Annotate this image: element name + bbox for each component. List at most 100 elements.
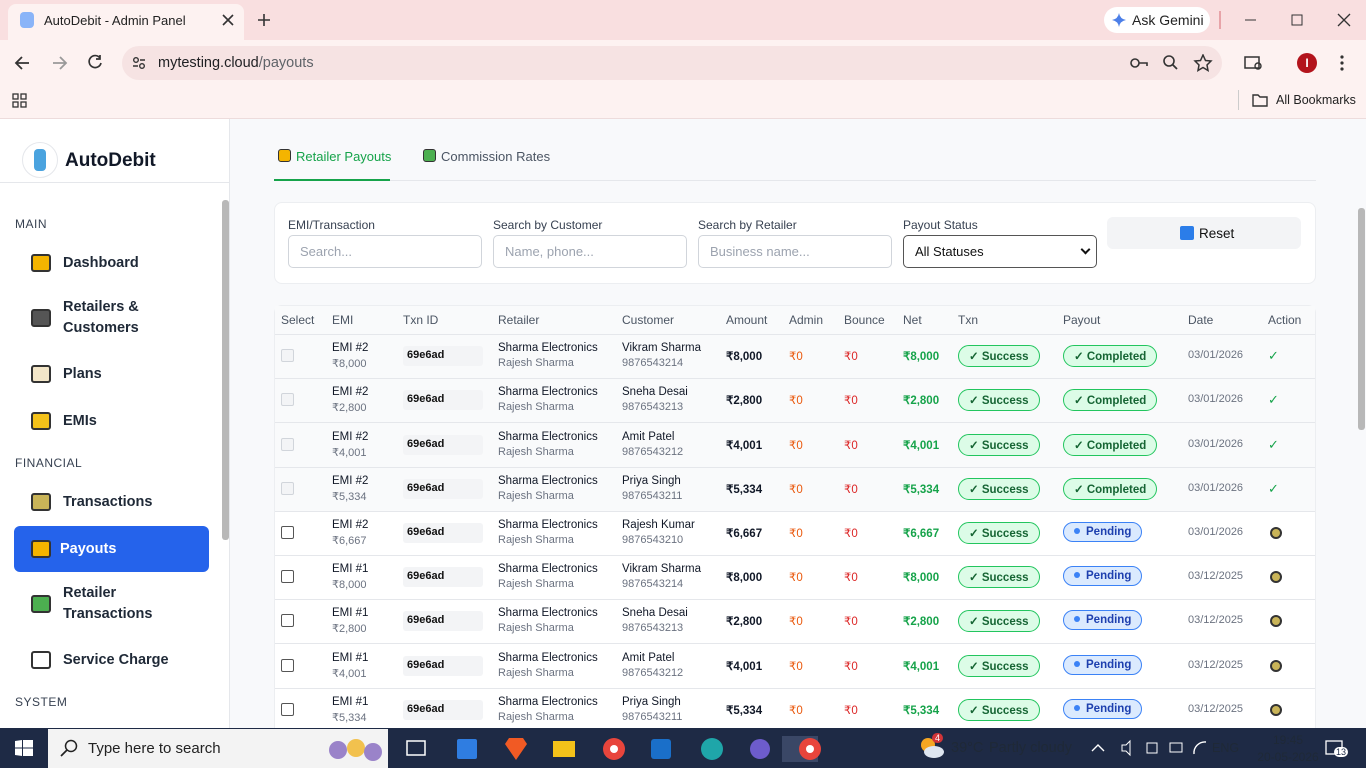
pinned-apps[interactable] bbox=[405, 736, 845, 762]
admin-fee: ₹0 bbox=[789, 439, 803, 452]
nav-item[interactable]: Plans bbox=[63, 366, 102, 382]
action-done: ✓ bbox=[1268, 480, 1279, 496]
window-controls[interactable] bbox=[1244, 13, 1364, 27]
row-checkbox[interactable] bbox=[281, 525, 294, 539]
date: 03/12/2025 bbox=[1188, 658, 1244, 671]
nav-icon bbox=[31, 650, 51, 669]
profile-avatar[interactable]: I bbox=[1297, 53, 1317, 73]
nav-buttons[interactable] bbox=[14, 54, 114, 72]
emi-amount: ₹8,000 bbox=[332, 358, 367, 371]
nav-item[interactable]: EMIs bbox=[63, 413, 97, 429]
column-header: Txn bbox=[958, 313, 979, 327]
emi-number: EMI #1 bbox=[332, 651, 369, 664]
txn-status: ✓ Success bbox=[958, 477, 1040, 500]
payout-status: ✓ Completed bbox=[1063, 389, 1158, 412]
amount: ₹6,667 bbox=[726, 527, 763, 540]
close-tab[interactable] bbox=[221, 13, 235, 27]
row-checkbox[interactable] bbox=[281, 702, 294, 716]
placeholder: Business name... bbox=[710, 244, 810, 259]
bounce-fee: ₹0 bbox=[844, 351, 858, 364]
weather: Partly cloudy bbox=[989, 740, 1073, 756]
search-placeholder: Type here to search bbox=[88, 740, 221, 757]
status-select[interactable]: All Statuses bbox=[903, 235, 1097, 268]
customer-name: Amit Patel bbox=[622, 651, 675, 664]
toolbar-icons[interactable] bbox=[1130, 54, 1350, 72]
amount: ₹5,334 bbox=[726, 704, 763, 717]
customer-phone: 9876543214 bbox=[622, 578, 684, 591]
date: 03/01/2026 bbox=[1188, 349, 1244, 362]
tab-underline bbox=[274, 179, 390, 181]
address-bar[interactable] bbox=[122, 46, 1222, 80]
nav-item[interactable]: Transactions bbox=[63, 494, 153, 510]
nav-icon bbox=[31, 364, 51, 383]
new-tab[interactable] bbox=[257, 13, 271, 27]
all-bookmarks[interactable]: All Bookmarks bbox=[1276, 93, 1356, 107]
sidebar-scrollbar[interactable] bbox=[222, 200, 229, 540]
date: 03/01/2026 bbox=[1188, 525, 1244, 538]
amount: ₹4,001 bbox=[726, 439, 763, 452]
filter-input[interactable]: Search... bbox=[288, 235, 482, 268]
site-info[interactable] bbox=[132, 56, 146, 70]
customer-name: Vikram Sharma bbox=[622, 342, 702, 355]
nav-icon bbox=[423, 149, 436, 162]
row-checkbox bbox=[281, 481, 294, 495]
admin-fee: ₹0 bbox=[789, 704, 803, 717]
emi-number: EMI #2 bbox=[332, 386, 369, 399]
nav-item[interactable]: Retailer Transactions bbox=[63, 585, 153, 622]
nav-item[interactable]: Payouts bbox=[60, 541, 117, 557]
payout-status: Pending bbox=[1063, 566, 1143, 587]
row-checkbox bbox=[281, 349, 294, 363]
action-pay[interactable] bbox=[1270, 615, 1282, 628]
date: 03/12/2025 bbox=[1188, 614, 1244, 627]
clock-date[interactable]: 20-05-2026 bbox=[1257, 750, 1319, 764]
bounce-fee: ₹0 bbox=[844, 483, 858, 496]
net-amount: ₹8,000 bbox=[903, 351, 940, 364]
apps-icon[interactable] bbox=[12, 93, 27, 108]
txn-id: 69e6ad bbox=[403, 478, 483, 499]
retailer-name: Sharma Electronics bbox=[498, 474, 598, 487]
tray-icons[interactable] bbox=[1090, 739, 1210, 757]
tab[interactable]: Retailer Payouts bbox=[296, 149, 392, 164]
emi-number: EMI #1 bbox=[332, 607, 369, 620]
browser-tab[interactable] bbox=[8, 4, 244, 40]
filter-input[interactable]: Name, phone... bbox=[493, 235, 687, 268]
payout-status: Pending bbox=[1063, 610, 1143, 631]
retailer-name: Sharma Electronics bbox=[498, 695, 598, 708]
emi-amount: ₹2,800 bbox=[332, 623, 367, 636]
emi-number: EMI #2 bbox=[332, 430, 369, 443]
emi-number: EMI #2 bbox=[332, 474, 369, 487]
action-pay[interactable] bbox=[1270, 703, 1282, 716]
payout-status: ✓ Completed bbox=[1063, 433, 1158, 456]
txn-status: ✓ Success bbox=[958, 521, 1040, 544]
txn-status: ✓ Success bbox=[958, 389, 1040, 412]
nav-item[interactable]: Service Charge bbox=[63, 652, 169, 668]
emi-amount: ₹6,667 bbox=[332, 534, 367, 547]
filter-input[interactable]: Business name... bbox=[698, 235, 892, 268]
action-pay[interactable] bbox=[1270, 571, 1282, 584]
start-button[interactable] bbox=[15, 740, 33, 756]
clock-time[interactable]: 19:45 bbox=[1272, 733, 1304, 747]
page-scrollbar[interactable] bbox=[1358, 208, 1365, 430]
net-amount: ₹4,001 bbox=[903, 439, 940, 452]
admin-fee: ₹0 bbox=[789, 616, 803, 629]
emi-amount: ₹4,001 bbox=[332, 667, 367, 680]
customer-phone: 9876543211 bbox=[622, 710, 683, 723]
logo-shape bbox=[34, 149, 46, 171]
row-checkbox[interactable] bbox=[281, 614, 294, 628]
language[interactable]: ENG bbox=[1212, 741, 1240, 755]
action-pay[interactable] bbox=[1270, 526, 1282, 539]
customer-phone: 9876543214 bbox=[622, 357, 684, 370]
tab[interactable]: Commission Rates bbox=[441, 149, 551, 164]
row-checkbox[interactable] bbox=[281, 658, 294, 672]
nav-item[interactable]: Retailers & Customers bbox=[63, 299, 139, 336]
admin-fee: ₹0 bbox=[789, 527, 803, 540]
logo bbox=[22, 142, 58, 178]
customer-phone: 9876543212 bbox=[622, 666, 684, 679]
row-checkbox[interactable] bbox=[281, 570, 294, 584]
emi-amount: ₹4,001 bbox=[332, 446, 367, 459]
action-pay[interactable] bbox=[1270, 659, 1282, 672]
nav-item[interactable]: Dashboard bbox=[63, 255, 139, 271]
reset-button[interactable] bbox=[1107, 217, 1301, 249]
txn-status: ✓ Success bbox=[958, 610, 1040, 633]
